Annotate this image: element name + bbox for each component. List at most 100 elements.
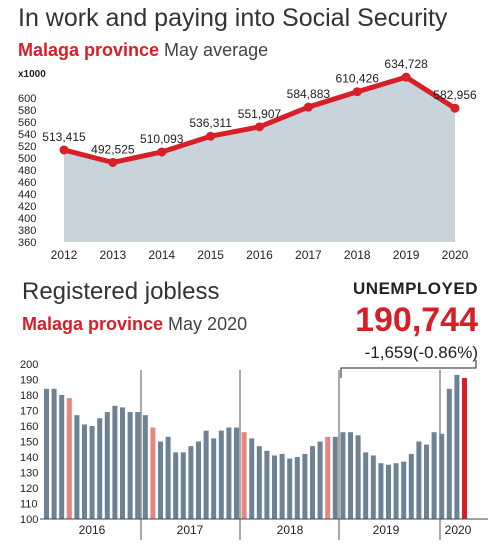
- bar: [310, 446, 315, 519]
- bar: [340, 432, 346, 519]
- employment-area-chart: x100036038040042044046048050052054056058…: [18, 57, 477, 262]
- year-label: 2017: [177, 523, 204, 537]
- bar: [104, 412, 110, 519]
- bar: [51, 388, 57, 519]
- y-tick-label: 100: [20, 514, 38, 526]
- bar: [196, 441, 201, 519]
- bar: [378, 463, 384, 519]
- x-tick-label: 2017: [295, 248, 322, 262]
- bar: [142, 415, 148, 519]
- bar: [89, 426, 95, 519]
- bar: [135, 412, 141, 519]
- bar: [446, 388, 452, 519]
- chart-2-title: Registered jobless: [22, 278, 220, 305]
- y-tick-label: 150: [20, 437, 38, 449]
- y-tick-label: 360: [18, 237, 36, 249]
- y-tick-label: 180: [20, 390, 38, 402]
- x-tick-label: 2013: [100, 248, 127, 262]
- bar: [264, 450, 270, 519]
- bar: [66, 398, 72, 519]
- data-label: 584,883: [287, 87, 331, 101]
- year-label: 2019: [373, 523, 400, 537]
- bar: [287, 458, 293, 519]
- bar: [97, 418, 103, 519]
- data-label: 582,956: [433, 88, 477, 102]
- bar: [218, 430, 224, 519]
- y-tick-label: 190: [20, 375, 38, 387]
- year-label: 2018: [277, 523, 304, 537]
- bar: [370, 455, 376, 519]
- data-label: 551,907: [238, 107, 282, 121]
- x-tick-label: 2020: [442, 248, 469, 262]
- year-label: 2020: [445, 523, 472, 537]
- bar: [74, 415, 80, 519]
- y-tick-label: 420: [18, 201, 36, 213]
- x-tick-label: 2018: [344, 248, 371, 262]
- bar: [211, 438, 217, 519]
- bar: [112, 405, 118, 519]
- x-tick-label: 2012: [51, 248, 78, 262]
- data-label: 536,311: [189, 116, 232, 130]
- bar: [363, 452, 369, 519]
- y-tick-label: 200: [20, 359, 38, 371]
- y-tick-label: 440: [18, 189, 36, 201]
- bar: [408, 453, 414, 519]
- chart-1-title: In work and paying into Social Security: [18, 4, 448, 32]
- chart-1-period: May average: [159, 40, 269, 60]
- bar: [386, 464, 391, 519]
- y-tick-label: 460: [18, 177, 36, 189]
- x-tick-label: 2019: [393, 248, 420, 262]
- x-tick-label: 2015: [197, 248, 224, 262]
- callout-bracket: [340, 360, 477, 378]
- bar: [120, 407, 125, 519]
- data-point: [206, 131, 216, 141]
- bar: [355, 435, 361, 519]
- bar: [82, 424, 87, 519]
- bar: [462, 377, 467, 519]
- bar: [203, 430, 209, 519]
- y-tick-label: 130: [20, 468, 38, 480]
- data-point: [450, 103, 460, 113]
- bar: [332, 436, 338, 519]
- bar: [150, 427, 156, 519]
- unemployed-label: UNEMPLOYED: [353, 279, 478, 298]
- chart-2-period: May 2020: [163, 314, 248, 334]
- x-tick-label: 2014: [148, 248, 175, 262]
- area-fill: [64, 77, 455, 242]
- data-label: 634,728: [384, 57, 428, 71]
- bar: [302, 453, 308, 519]
- chart-2-region: Malaga province: [22, 314, 164, 334]
- bar: [226, 427, 232, 519]
- data-point: [303, 102, 313, 112]
- bar: [317, 441, 323, 519]
- data-label: 610,426: [336, 72, 380, 86]
- data-point: [157, 147, 167, 157]
- year-label: 2016: [79, 523, 106, 537]
- data-label: 510,093: [140, 132, 184, 146]
- bar: [348, 432, 353, 519]
- y-axis-label: x1000: [18, 69, 46, 80]
- unemployed-change: -1,659(-0.86%): [364, 343, 478, 362]
- chart-1-subtitle: Malaga province May average: [18, 40, 268, 61]
- bar: [256, 446, 262, 519]
- data-point: [255, 122, 264, 132]
- bar: [180, 452, 186, 519]
- y-tick-label: 140: [20, 452, 38, 464]
- bar: [431, 432, 437, 519]
- bar: [325, 436, 331, 519]
- y-tick-label: 540: [18, 129, 36, 141]
- chart-2-subtitle: Malaga province May 2020: [22, 314, 247, 335]
- y-tick-label: 560: [18, 117, 36, 129]
- data-point: [401, 72, 411, 82]
- y-tick-label: 110: [20, 499, 38, 511]
- data-label: 492,525: [91, 142, 135, 156]
- data-label: 513,415: [42, 130, 86, 144]
- y-tick-label: 600: [18, 93, 36, 105]
- bar: [44, 388, 49, 519]
- y-tick-label: 380: [18, 225, 36, 237]
- bar: [173, 452, 179, 519]
- bar: [127, 412, 133, 519]
- bar: [234, 427, 239, 519]
- bar: [188, 446, 194, 519]
- bar: [249, 438, 255, 519]
